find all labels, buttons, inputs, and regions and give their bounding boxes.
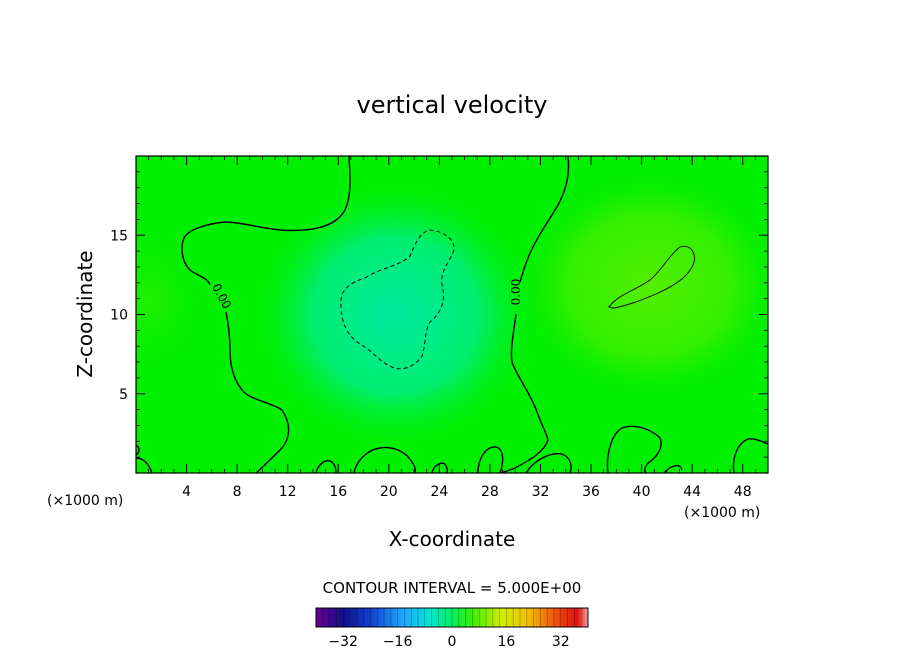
- colorbar-tick-label: −32: [328, 634, 358, 650]
- x-axis-label: X-coordinate: [389, 527, 516, 551]
- x-unit-left: (×1000 m): [47, 493, 123, 509]
- y-axis-label: Z-coordinate: [73, 250, 97, 377]
- x-tick-label: 36: [582, 484, 600, 500]
- contour-interval-text: CONTOUR INTERVAL = 5.000E+00: [323, 579, 582, 597]
- negative-contour: [340, 229, 455, 370]
- x-tick-label: 4: [182, 484, 191, 500]
- colorbar-gradient: [316, 608, 588, 627]
- x-axis: 4 8 12 16 20 24 28 32 36 40 44 48: [148, 156, 756, 500]
- zero-contours: [136, 156, 768, 473]
- x-tick-label: 20: [380, 484, 398, 500]
- chart-title: vertical velocity: [357, 91, 548, 119]
- x-tick-label: 48: [734, 484, 752, 500]
- colorbar-ticks: −32 −16 0 16 32: [328, 634, 569, 650]
- positive-contour: [608, 245, 695, 309]
- colorbar-tick-label: −16: [383, 634, 413, 650]
- field-shading-left: [136, 210, 220, 390]
- colorbar-tick-label: 16: [497, 634, 515, 650]
- colorbar-tick-label: 0: [448, 634, 457, 650]
- x-tick-label: 24: [430, 484, 448, 500]
- contour-label-right: 0.00: [509, 279, 523, 306]
- y-tick-label: 5: [119, 387, 128, 403]
- colorbar: −32 −16 0 16 32: [315, 607, 589, 650]
- x-tick-label: 32: [532, 484, 550, 500]
- x-tick-label: 28: [481, 484, 499, 500]
- y-tick-label: 10: [110, 308, 128, 324]
- y-axis: 5 10 15: [110, 171, 768, 458]
- field-shading-updraft: [510, 165, 768, 405]
- velocity-field: 0.00 0.00: [136, 156, 768, 473]
- x-tick-label: 44: [683, 484, 701, 500]
- x-tick-label: 16: [329, 484, 347, 500]
- colorbar-frame: [315, 607, 589, 628]
- y-tick-label: 15: [110, 228, 128, 244]
- colorbar-tick-label: 32: [552, 634, 570, 650]
- x-tick-label: 40: [633, 484, 651, 500]
- colorbar-divisions: [322, 608, 582, 627]
- x-unit-right: (×1000 m): [684, 505, 760, 521]
- x-tick-label: 12: [279, 484, 297, 500]
- field-shading-downdraft: [245, 175, 545, 455]
- x-tick-label: 8: [233, 484, 242, 500]
